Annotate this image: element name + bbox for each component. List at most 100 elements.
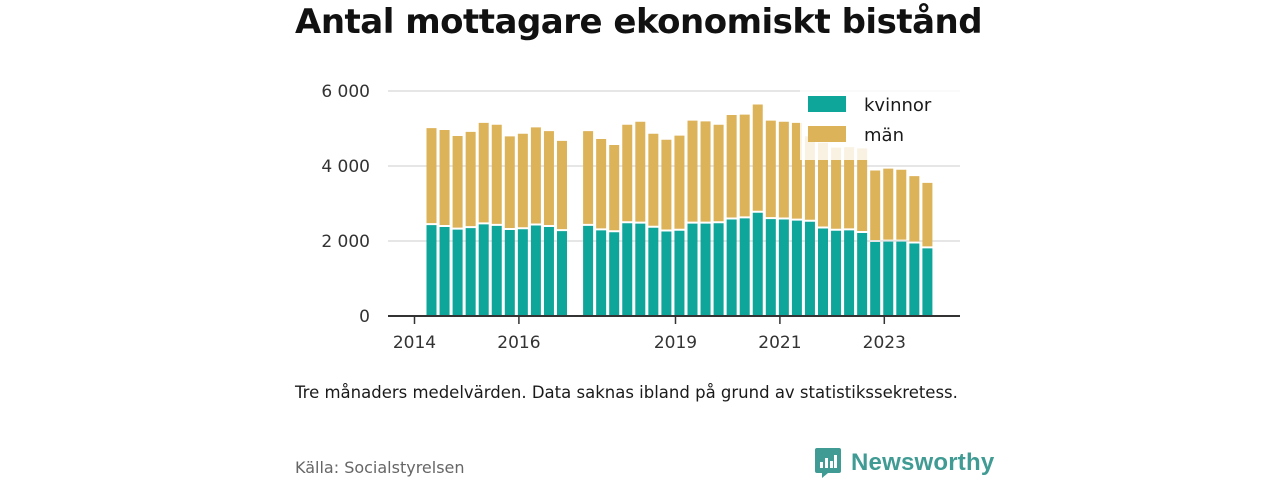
bar-kvinnor bbox=[713, 223, 724, 316]
bar-kvinnor bbox=[791, 220, 802, 316]
bar-man bbox=[922, 182, 933, 247]
bar-man bbox=[752, 104, 763, 211]
bar-man bbox=[831, 147, 842, 229]
bar-man bbox=[818, 142, 828, 227]
bar-kvinnor bbox=[609, 232, 620, 316]
x-tick-label: 2016 bbox=[497, 333, 540, 353]
bar-kvinnor bbox=[922, 248, 933, 316]
bar-man bbox=[635, 121, 646, 222]
bar-man bbox=[739, 114, 750, 217]
bar-kvinnor bbox=[778, 219, 789, 316]
x-axis: 2014 2016 2019 2021 2023 bbox=[388, 315, 960, 353]
bar-kvinnor bbox=[870, 242, 881, 316]
bar-kvinnor bbox=[857, 233, 868, 316]
bar-man bbox=[909, 176, 920, 242]
bar-kvinnor bbox=[583, 225, 594, 316]
bar-man bbox=[870, 170, 881, 240]
bar-man bbox=[530, 127, 541, 224]
bar-kvinnor bbox=[517, 229, 528, 316]
y-axis-labels: 0 2 000 4 000 6 000 bbox=[321, 82, 370, 327]
bar-kvinnor bbox=[804, 221, 815, 316]
legend-label-kvinnor: kvinnor bbox=[864, 95, 932, 116]
bar-man bbox=[857, 148, 868, 231]
bar-man bbox=[791, 122, 802, 219]
bar-kvinnor bbox=[530, 225, 541, 316]
bar-kvinnor bbox=[726, 219, 737, 316]
legend-label-man: män bbox=[864, 125, 904, 146]
y-tick-label: 4 000 bbox=[321, 157, 370, 177]
x-tick-label: 2023 bbox=[863, 333, 906, 353]
bar-man bbox=[778, 121, 789, 218]
bar-man bbox=[504, 136, 515, 228]
bar-man bbox=[491, 124, 502, 224]
y-tick-label: 2 000 bbox=[321, 232, 370, 252]
x-tick-label: 2014 bbox=[393, 333, 436, 353]
newsworthy-chart-icon bbox=[815, 448, 841, 478]
bar-man bbox=[648, 133, 659, 226]
bar-man bbox=[596, 139, 607, 229]
bar-man bbox=[583, 131, 594, 224]
bar-man bbox=[452, 136, 463, 228]
bar-man bbox=[726, 115, 737, 218]
bar-man bbox=[557, 140, 567, 230]
bar-kvinnor bbox=[543, 227, 554, 316]
legend-swatch-kvinnor bbox=[808, 96, 846, 112]
x-tick-label: 2019 bbox=[654, 333, 697, 353]
bar-man bbox=[674, 135, 685, 229]
bar-kvinnor bbox=[426, 225, 437, 316]
x-tick-label: 2021 bbox=[758, 333, 801, 353]
bar-kvinnor bbox=[883, 241, 894, 316]
bar-man bbox=[609, 145, 620, 231]
bar-man bbox=[804, 136, 815, 220]
bar-kvinnor bbox=[765, 219, 776, 316]
legend: kvinnor män bbox=[800, 84, 962, 160]
legend-swatch-man bbox=[808, 126, 846, 142]
bar-kvinnor bbox=[465, 228, 476, 316]
bar-man bbox=[896, 169, 907, 240]
bar-man bbox=[439, 130, 450, 225]
bar-kvinnor bbox=[491, 225, 502, 316]
chart-note: Tre månaders medelvärden. Data saknas ib… bbox=[295, 383, 958, 402]
bar-kvinnor bbox=[687, 223, 698, 316]
bar-kvinnor bbox=[700, 223, 711, 316]
bar-kvinnor bbox=[478, 224, 489, 316]
bar-kvinnor bbox=[739, 218, 750, 316]
bar-man bbox=[844, 147, 855, 229]
bar-kvinnor bbox=[674, 230, 685, 316]
bar-man bbox=[713, 124, 724, 222]
bar-kvinnor bbox=[844, 230, 855, 316]
newsworthy-logo[interactable]: Newsworthy bbox=[814, 446, 994, 480]
bar-kvinnor bbox=[896, 241, 907, 316]
bar-man bbox=[765, 120, 776, 218]
bar-man bbox=[426, 128, 437, 224]
brand-name: Newsworthy bbox=[851, 449, 995, 476]
chart-title: Antal mottagare ekonomiskt bistånd bbox=[295, 2, 983, 42]
bar-man bbox=[465, 131, 476, 227]
bar-kvinnor bbox=[622, 223, 633, 316]
bar-man bbox=[543, 131, 554, 225]
bar-kvinnor bbox=[439, 227, 450, 316]
bar-man bbox=[622, 124, 633, 222]
source-text: Källa: Socialstyrelsen bbox=[295, 458, 465, 477]
bar-man bbox=[687, 120, 698, 222]
bar-kvinnor bbox=[909, 243, 920, 316]
bar-kvinnor bbox=[596, 230, 607, 316]
bar-kvinnor bbox=[752, 212, 763, 316]
bar-kvinnor bbox=[831, 230, 842, 316]
bar-man bbox=[700, 121, 711, 222]
bar-kvinnor bbox=[557, 231, 567, 316]
bar-man bbox=[478, 122, 489, 223]
bar-kvinnor bbox=[452, 229, 463, 316]
bar-man bbox=[661, 139, 672, 230]
bars bbox=[426, 104, 933, 316]
y-tick-label: 0 bbox=[359, 307, 370, 327]
bar-kvinnor bbox=[648, 227, 659, 316]
bar-kvinnor bbox=[504, 230, 515, 316]
bar-kvinnor bbox=[635, 223, 646, 316]
bar-kvinnor bbox=[661, 231, 672, 316]
bar-man bbox=[883, 168, 894, 240]
bar-kvinnor bbox=[818, 228, 828, 316]
y-tick-label: 6 000 bbox=[321, 82, 370, 102]
bar-man bbox=[517, 133, 528, 228]
